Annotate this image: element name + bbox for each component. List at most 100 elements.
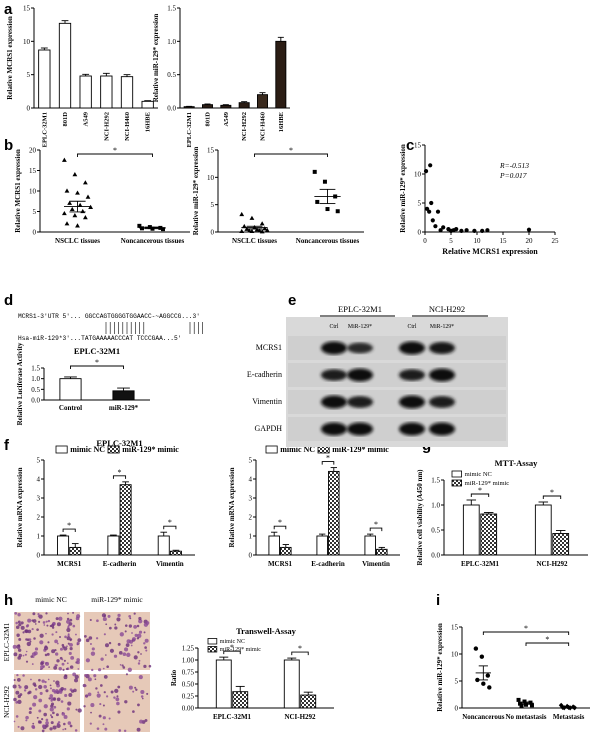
cell-dot <box>32 722 35 725</box>
cell-dot <box>20 625 25 630</box>
cell-dot <box>50 721 54 725</box>
cell-dot <box>45 612 48 615</box>
data-point <box>459 228 464 233</box>
cell-dot <box>103 633 106 636</box>
data-point <box>85 194 91 199</box>
data-point <box>528 700 533 705</box>
y-tick-label: 1.0 <box>31 375 40 383</box>
bar <box>376 548 388 556</box>
cell-dot <box>27 618 32 623</box>
y-axis-label: Relative cell viability (A450 nm) <box>416 469 424 566</box>
cell-dot <box>102 723 105 726</box>
cell-dot <box>17 725 20 728</box>
cell-dot <box>26 638 30 641</box>
cell-dot <box>13 720 16 723</box>
cell-dot <box>136 637 140 640</box>
cell-dot <box>33 695 38 700</box>
y-tick-label: 0 <box>249 552 253 560</box>
cell-dot <box>25 715 29 720</box>
x-tick-label: E-cadherin <box>103 560 137 568</box>
significance-star: * <box>67 521 71 530</box>
cell-dot <box>44 680 47 684</box>
cell-dot <box>56 659 60 663</box>
chart-title: Transwell-Assay <box>236 626 297 636</box>
bar <box>69 546 82 556</box>
y-tick-label: 15 <box>414 142 422 150</box>
cell-dot <box>48 697 51 700</box>
cell-dot <box>66 617 70 621</box>
chart-a-mcrs1-cell-lines: 0 5 10 15 Relative MCRS1 expression EPLC-32M1… <box>6 5 158 147</box>
cell-dot <box>24 686 27 689</box>
cell-dot <box>108 626 112 630</box>
panel-label-i: i <box>436 592 440 609</box>
x-tick-label: 0 <box>423 237 427 245</box>
cell-dot <box>17 613 21 617</box>
cell-dot <box>33 651 38 656</box>
cell-dot <box>55 652 59 656</box>
cell-dot <box>58 666 62 671</box>
cell-dot <box>55 713 59 717</box>
significance-bracket <box>163 525 177 530</box>
data-point <box>522 699 527 704</box>
bar <box>38 49 51 109</box>
legend-label: miR-129* mimic <box>332 445 389 454</box>
cell-dot <box>36 716 39 719</box>
significance-bracket <box>223 650 241 655</box>
cell-dot <box>40 661 44 666</box>
legend-label: mimic NC <box>70 445 105 454</box>
chart-b-mcrs1-tissues: 0 5 10 15 20 Relative MCRS1 expression NSCLC t… <box>14 146 190 245</box>
cell-dot <box>119 664 122 666</box>
data-point <box>80 208 86 214</box>
blot-row-label: E-cadherin <box>247 370 282 379</box>
cell-dot <box>49 687 53 690</box>
cell-dot <box>63 714 68 719</box>
utr-sequence: MCRS1-3'UTR 5'... GGCCAGTGGGGTGGAACC-~AG… <box>18 313 200 320</box>
data-point <box>433 224 438 229</box>
data-point <box>69 206 75 212</box>
cell-dot <box>67 701 72 706</box>
bar <box>119 484 132 556</box>
y-tick-label: 2 <box>249 514 253 522</box>
cell-dot <box>58 616 63 621</box>
cell-dot <box>66 627 71 633</box>
y-tick-label: 0 <box>33 229 37 237</box>
y-axis-label: Relative Luciferase Activity <box>16 342 24 425</box>
cell-dot <box>28 690 32 694</box>
cell-dot <box>54 639 58 644</box>
data-point <box>75 190 80 195</box>
y-tick-label: 0.75 <box>182 669 195 677</box>
cell-dot <box>16 674 19 677</box>
cell-dot <box>17 648 22 652</box>
significance-bracket <box>77 153 153 157</box>
cell-dot <box>133 625 138 629</box>
cell-dot <box>25 624 29 628</box>
y-tick-label: 3 <box>37 495 41 503</box>
data-point <box>473 646 479 651</box>
significance-star: * <box>168 518 172 527</box>
bar <box>328 470 340 556</box>
cell-dot <box>58 690 63 694</box>
data-point <box>518 701 523 706</box>
cell-dot <box>16 633 20 637</box>
cell-dot <box>137 651 140 654</box>
y-tick-label: 3 <box>249 495 253 503</box>
cell-dot <box>116 695 119 698</box>
cell-dot <box>117 710 121 714</box>
cell-dot <box>17 677 21 682</box>
cell-dot <box>99 684 103 687</box>
data-point <box>516 697 521 702</box>
data-point <box>572 705 578 711</box>
y-tick-label: 10 <box>207 174 215 182</box>
cell-dot <box>122 666 126 669</box>
cell-dot <box>96 619 99 623</box>
cell-dot <box>25 660 29 663</box>
data-point <box>137 223 142 228</box>
data-point <box>325 207 330 212</box>
bar <box>157 535 170 556</box>
chart-title: MTT-Assay <box>495 458 538 468</box>
y-tick-label: 5 <box>27 71 31 79</box>
cell-dot <box>89 642 92 646</box>
cell-dot <box>47 619 51 623</box>
legend-swatch <box>451 479 463 487</box>
cell-dot <box>75 633 77 636</box>
